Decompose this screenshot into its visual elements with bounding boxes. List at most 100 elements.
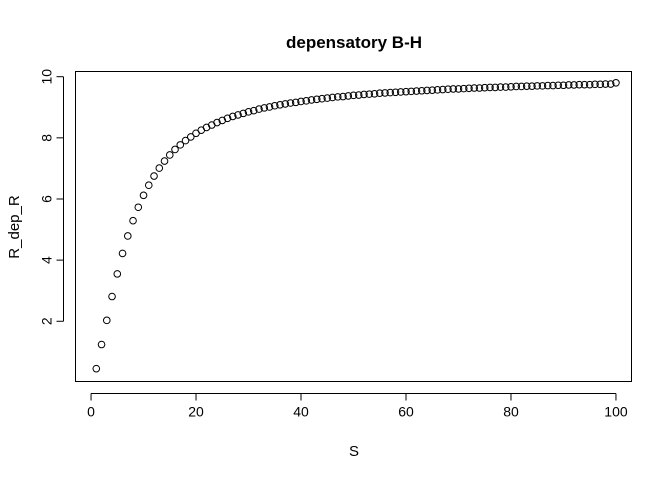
- x-tick-label: 60: [398, 404, 414, 420]
- y-tick-label: 2: [39, 317, 55, 325]
- data-point: [396, 88, 405, 96]
- data-point: [223, 114, 232, 123]
- y-axis: 2 4 6 8 10: [39, 69, 64, 325]
- x-tick-label: 40: [293, 404, 309, 420]
- data-point: [255, 105, 263, 113]
- data-point: [470, 84, 479, 92]
- data-point: [312, 95, 321, 104]
- data-point: [286, 99, 295, 107]
- data-point: [186, 133, 195, 141]
- data-point: [291, 98, 300, 107]
- data-point: [134, 203, 143, 212]
- data-point: [265, 103, 274, 111]
- data-point: [575, 80, 584, 89]
- x-axis-label: S: [349, 443, 359, 460]
- data-point: [407, 87, 416, 96]
- data-point: [181, 136, 190, 145]
- data-point: [328, 93, 337, 102]
- data-point: [601, 80, 610, 88]
- data-point: [533, 82, 542, 90]
- y-tick-label: 10: [39, 69, 55, 85]
- data-point: [549, 81, 557, 90]
- data-point: [239, 109, 248, 118]
- data-point: [538, 82, 547, 90]
- data-point: [512, 82, 521, 91]
- data-point: [507, 82, 515, 91]
- data-point: [449, 85, 458, 93]
- data-point: [365, 90, 374, 98]
- plot-frame: [75, 71, 632, 382]
- data-point: [480, 83, 489, 92]
- data-point: [585, 80, 594, 89]
- data-point: [102, 316, 111, 325]
- y-tick-label: 6: [39, 195, 55, 203]
- data-point: [260, 104, 269, 112]
- data-point: [596, 80, 605, 89]
- y-tick-label: 4: [39, 256, 55, 264]
- data-point: [612, 79, 620, 87]
- x-tick-label: 100: [604, 404, 628, 420]
- data-point: [402, 87, 410, 96]
- data-point: [113, 270, 122, 278]
- data-point: [139, 191, 148, 200]
- data-point: [144, 181, 153, 190]
- data-point: [580, 80, 589, 89]
- data-point: [281, 100, 290, 108]
- data-point: [564, 81, 573, 89]
- data-point: [554, 81, 563, 90]
- data-point: [333, 93, 342, 101]
- data-point: [559, 81, 568, 90]
- data-point: [176, 141, 185, 149]
- data-point: [302, 97, 311, 105]
- x-tick-label: 0: [87, 404, 95, 420]
- data-point: [228, 112, 237, 121]
- data-point: [606, 80, 615, 88]
- data-point: [428, 86, 437, 94]
- data-point: [528, 82, 536, 90]
- data-point: [459, 84, 468, 93]
- data-point: [123, 232, 132, 240]
- data-point: [344, 92, 353, 100]
- data-point: [375, 89, 384, 98]
- data-point: [475, 84, 484, 92]
- data-point: [244, 108, 253, 116]
- data-point: [517, 82, 526, 91]
- data-point: [118, 249, 127, 258]
- data-point: [354, 91, 363, 99]
- data-point: [386, 88, 395, 97]
- data-point: [438, 85, 447, 94]
- data-point: [360, 90, 368, 99]
- data-point: [501, 83, 510, 91]
- data-point: [423, 86, 431, 95]
- data-point: [570, 81, 578, 89]
- data-point: [491, 83, 500, 92]
- data-point: [234, 111, 242, 119]
- data-point: [297, 97, 305, 106]
- data-point: [318, 94, 326, 103]
- data-point: [307, 96, 316, 104]
- data-point: [522, 82, 531, 90]
- data-point: [391, 88, 400, 97]
- data-point: [370, 90, 379, 98]
- data-point: [165, 151, 174, 159]
- x-tick-label: 80: [503, 404, 519, 420]
- data-point: [339, 92, 347, 101]
- data-point: [249, 106, 258, 115]
- data-point: [108, 292, 116, 301]
- data-point: [496, 83, 505, 91]
- data-point: [218, 116, 227, 125]
- data-point: [465, 84, 473, 93]
- data-point: [349, 91, 358, 100]
- data-point: [444, 85, 452, 94]
- x-tick-label: 20: [188, 404, 204, 420]
- y-tick-label: 8: [39, 134, 55, 142]
- chart-title: depensatory B-H: [286, 33, 422, 52]
- data-point: [150, 172, 158, 180]
- y-axis-label: R_dep_R: [6, 195, 23, 259]
- data-point: [270, 101, 279, 110]
- data-point: [97, 340, 106, 349]
- data-point: [417, 86, 426, 95]
- data-point: [171, 145, 179, 154]
- data-point: [381, 89, 389, 97]
